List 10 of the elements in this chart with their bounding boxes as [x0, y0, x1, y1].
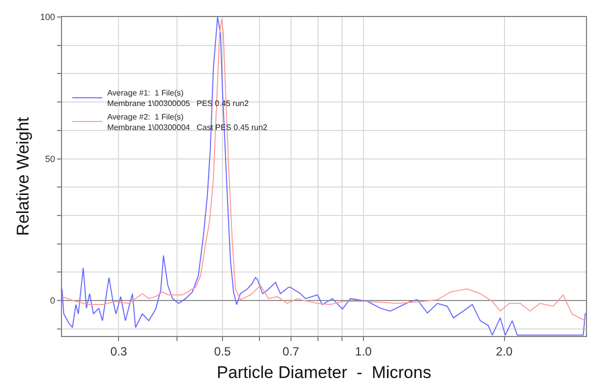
y-axis-title: Relative Weight	[14, 116, 33, 236]
x-tick-label: 1.0	[355, 344, 372, 358]
y-tick-label: 100	[40, 12, 56, 22]
x-tick-label: 2.0	[496, 344, 513, 358]
x-tick-label: 0.5	[214, 344, 232, 358]
y-tick-label: 50	[45, 154, 56, 164]
x-axis-title: Particle Diameter - Microns	[216, 362, 432, 382]
x-tick-label: 0.7	[282, 344, 300, 358]
x-tick-label: 0.3	[110, 344, 128, 358]
y-tick-label: 0	[50, 296, 56, 306]
